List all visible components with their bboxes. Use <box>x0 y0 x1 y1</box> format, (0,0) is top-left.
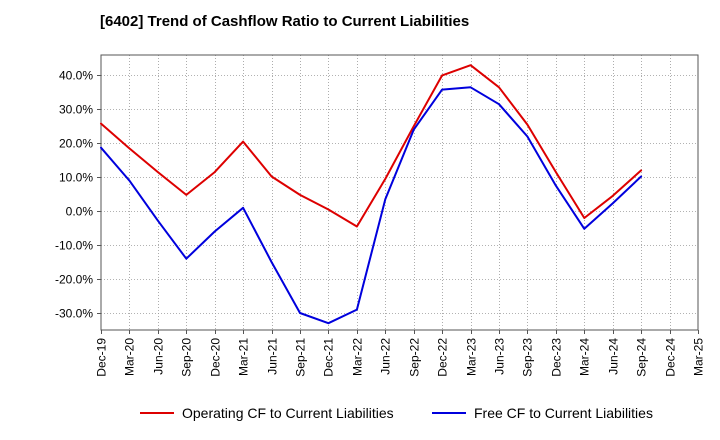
x-tick-label: Dec-20 <box>209 338 223 377</box>
legend: Operating CF to Current Liabilities Free… <box>0 405 720 425</box>
x-tick-label: Sep-23 <box>521 338 535 377</box>
x-tick-label: Mar-22 <box>351 338 365 376</box>
x-tick-label: Sep-20 <box>180 338 194 377</box>
x-tick-label: Mar-21 <box>237 338 251 376</box>
y-tick-label: 0.0% <box>66 205 94 219</box>
y-tick-label: 40.0% <box>59 69 93 83</box>
plot-frame <box>100 54 699 331</box>
x-tick-label: Sep-22 <box>408 338 422 377</box>
y-tick-label: 10.0% <box>59 171 93 185</box>
series-group <box>100 64 643 325</box>
chart-title: [6402] Trend of Cashflow Ratio to Curren… <box>100 13 470 30</box>
x-tick-label: Jun-20 <box>152 338 166 375</box>
legend-item-free-cf: Free CF to Current Liabilities <box>432 405 653 421</box>
y-axis: -30.0% -20.0% -10.0% 0.0% 10.0% 20.0% 30.0% 40.… <box>55 69 101 321</box>
x-tick-label: Mar-25 <box>692 338 706 376</box>
x-axis: Dec-19 Mar-20 Jun-20 Sep-20 Dec-20 Mar-21 Jun-… <box>95 330 706 377</box>
x-tick-label: Dec-19 <box>95 338 109 377</box>
legend-label-operating-cf: Operating CF to Current Liabilities <box>182 405 394 421</box>
x-tick-label: Jun-24 <box>607 338 621 375</box>
x-tick-label: Jun-22 <box>379 338 393 375</box>
x-tick-label: Mar-24 <box>578 338 592 376</box>
legend-item-operating-cf: Operating CF to Current Liabilities <box>140 405 394 421</box>
y-tick-label: -30.0% <box>55 307 93 321</box>
x-tick-label: Mar-20 <box>123 338 137 376</box>
series-line-free-cf <box>100 86 643 325</box>
x-tick-label: Dec-22 <box>436 338 450 377</box>
x-tick-label: Jun-21 <box>266 338 280 375</box>
x-tick-label: Dec-21 <box>322 338 336 377</box>
y-tick-label: 30.0% <box>59 103 93 117</box>
legend-label-free-cf: Free CF to Current Liabilities <box>474 405 653 421</box>
plot-area <box>101 55 698 330</box>
grid <box>101 55 698 330</box>
x-tick-label: Sep-24 <box>635 338 649 377</box>
y-tick-label: -10.0% <box>55 239 93 253</box>
y-tick-label: 20.0% <box>59 137 93 151</box>
series-line-operating-cf <box>100 64 643 228</box>
x-tick-label: Sep-21 <box>294 338 308 377</box>
legend-swatch-free-cf <box>432 412 466 414</box>
x-tick-label: Jun-23 <box>493 338 507 375</box>
x-tick-label: Dec-23 <box>550 338 564 377</box>
x-tick-label: Mar-23 <box>465 338 479 376</box>
x-tick-label: Dec-24 <box>664 338 678 377</box>
y-tick-label: -20.0% <box>55 273 93 287</box>
legend-swatch-operating-cf <box>140 412 174 414</box>
